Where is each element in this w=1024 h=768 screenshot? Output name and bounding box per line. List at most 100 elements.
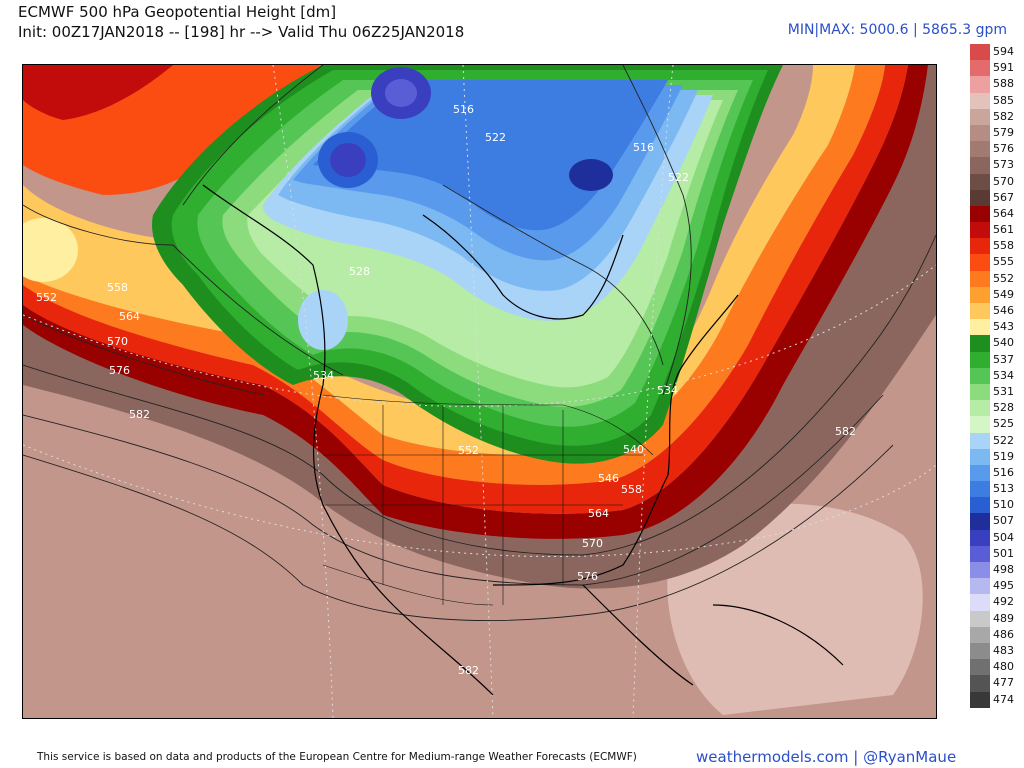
legend-label: 567: [993, 190, 1014, 204]
legend-entry: 582: [968, 108, 1018, 125]
legend-entry: 495: [968, 578, 1018, 595]
legend-swatch: [970, 222, 990, 239]
legend-entry: 522: [968, 432, 1018, 449]
contour-label: 522: [485, 131, 506, 144]
legend-swatch: [970, 513, 990, 530]
legend-label: 528: [993, 401, 1014, 415]
legend-entry: 540: [968, 335, 1018, 352]
legend-entry: 537: [968, 351, 1018, 368]
legend-swatch: [970, 335, 990, 352]
contour-label: 576: [109, 364, 130, 377]
contour-label: 564: [119, 310, 140, 323]
minmax-readout: MIN|MAX: 5000.6 | 5865.3 gpm: [787, 22, 1007, 38]
legend-swatch: [970, 351, 990, 368]
political-borders: [322, 394, 654, 606]
legend-swatch: [970, 659, 990, 676]
legend-swatch: [970, 691, 990, 708]
legend-entry: 525: [968, 416, 1018, 433]
legend-swatch: [970, 44, 990, 61]
legend-label: 573: [993, 158, 1014, 172]
legend-label: 546: [993, 304, 1014, 317]
contour-lines: [23, 65, 936, 622]
legend-label: 582: [993, 109, 1014, 123]
legend-entry: 567: [968, 189, 1018, 206]
legend-swatch: [970, 432, 990, 449]
legend-entry: 504: [968, 529, 1018, 546]
legend-label: 564: [993, 206, 1014, 220]
contour-label-group: 516 516 522 522 528 534 534 540 546 552 …: [36, 103, 856, 677]
contour-label: 582: [129, 408, 150, 421]
legend-entry: 474: [968, 691, 1018, 708]
legend-label: 543: [993, 320, 1014, 334]
legend-label: 576: [993, 142, 1014, 156]
legend-label: 591: [993, 61, 1014, 75]
contour-label: 522: [668, 171, 689, 184]
map-title: ECMWF 500 hPa Geopotential Height [dm] I…: [18, 2, 464, 42]
contour-label: 546: [598, 472, 619, 485]
legend-entry: 594: [968, 44, 1018, 61]
legend-swatch: [970, 238, 990, 255]
legend-entry: 585: [968, 92, 1018, 109]
low-core-north-inner: [385, 79, 417, 107]
legend-entry: 531: [968, 383, 1018, 401]
legend-label: 489: [993, 611, 1014, 625]
legend-swatch: [970, 383, 990, 401]
contour-label: 558: [107, 281, 128, 294]
legend-label: 498: [993, 563, 1014, 576]
band-570: [23, 65, 936, 589]
contour-label: 534: [657, 384, 678, 397]
title-line-1: ECMWF 500 hPa Geopotential Height [dm]: [18, 3, 337, 21]
legend-label: 483: [993, 643, 1014, 657]
legend-swatch: [970, 545, 990, 562]
legend-label: 537: [993, 352, 1014, 366]
contour-label: 552: [458, 444, 479, 457]
legend-entry: 591: [968, 60, 1018, 77]
legend-label: 579: [993, 125, 1014, 139]
legend-label: 531: [993, 384, 1014, 398]
color-legend: 594 591 588 585 582 579 576 573 570 567 564 561 558 5…: [968, 44, 1018, 708]
legend-label: 549: [993, 287, 1014, 301]
contour-label: 552: [36, 291, 57, 304]
legend-swatch: [970, 448, 990, 465]
legend-label: 504: [993, 530, 1014, 544]
contour-label: 570: [582, 537, 603, 550]
legend-label: 513: [993, 482, 1014, 496]
legend-label: 570: [993, 174, 1014, 188]
contour-label: 576: [577, 570, 598, 583]
legend-swatch: [970, 124, 990, 142]
legend-swatch: [970, 141, 990, 158]
graticule: [23, 65, 936, 718]
legend-label: 477: [993, 676, 1014, 690]
legend-swatch: [970, 529, 990, 546]
legend-entry: 573: [968, 157, 1018, 174]
low-core-west-inner: [330, 143, 366, 177]
contour-label: 582: [458, 664, 479, 677]
contour-label: 516: [453, 103, 474, 116]
legend-swatch: [970, 173, 990, 190]
legend-swatch: [970, 270, 990, 287]
legend-entry: 549: [968, 286, 1018, 303]
legend-entry: 561: [968, 222, 1018, 239]
legend-entry: 507: [968, 513, 1018, 530]
legend-label: 534: [993, 368, 1014, 382]
brand-link[interactable]: weathermodels.com | @RyanMaue: [696, 748, 957, 766]
legend-entry: 552: [968, 270, 1018, 287]
legend-entry: 510: [968, 497, 1018, 514]
legend-entry: 516: [968, 464, 1018, 482]
legend-swatch: [970, 578, 990, 595]
legend-label: 525: [993, 417, 1014, 431]
legend-swatch: [970, 254, 990, 271]
legend-label: 510: [993, 498, 1014, 512]
legend-label: 495: [993, 579, 1014, 593]
legend-entry: 486: [968, 626, 1018, 643]
height-map: 516 516 522 522 528 534 534 540 546 552 …: [23, 65, 936, 718]
legend-swatch: [970, 594, 990, 611]
legend-entry: 501: [968, 545, 1018, 562]
legend-entry: 480: [968, 659, 1018, 676]
legend-label: 474: [993, 692, 1014, 706]
legend-label: 540: [993, 336, 1014, 350]
legend-label: 561: [993, 223, 1014, 237]
legend-label: 501: [993, 546, 1014, 560]
legend-swatch: [970, 303, 990, 320]
legend-label: 588: [993, 77, 1014, 91]
